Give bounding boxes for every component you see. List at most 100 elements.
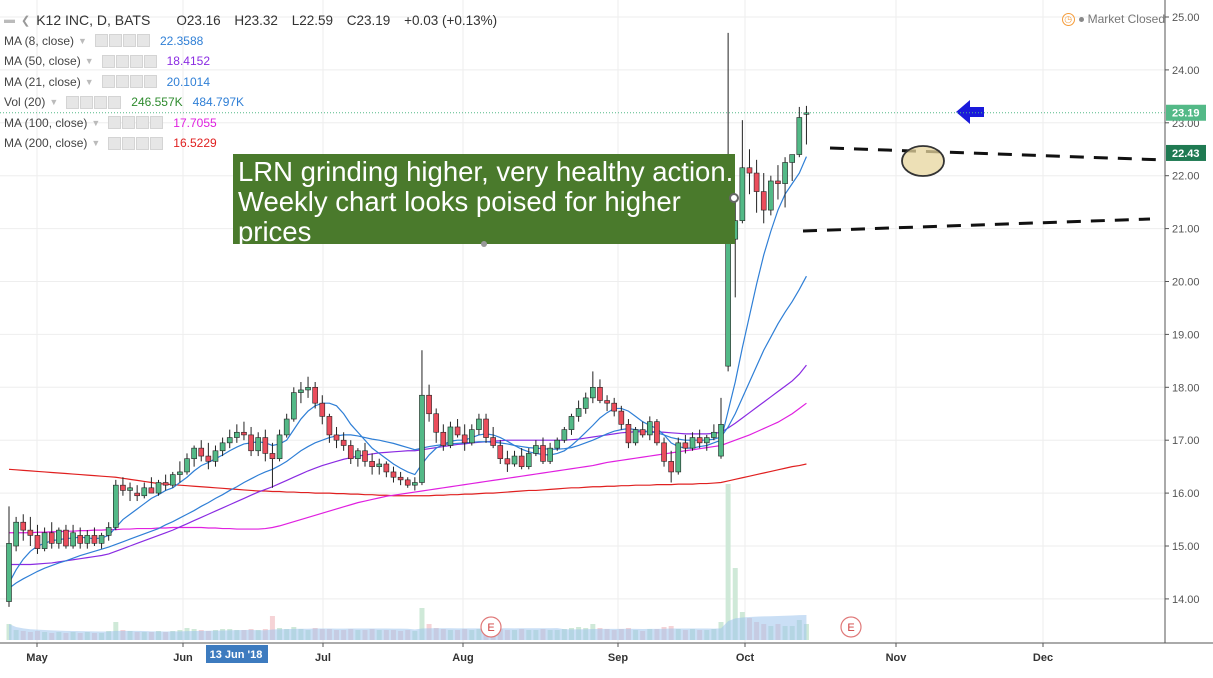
collapse-icon[interactable]: ▬ bbox=[4, 14, 15, 27]
indicator-row[interactable]: MA (100, close) ▼ 17.7055 bbox=[4, 113, 507, 134]
annotation-text: LRN grinding higher, very healthy action… bbox=[238, 156, 734, 247]
annotation-anchor-handle[interactable] bbox=[481, 241, 487, 247]
candle-body bbox=[177, 471, 183, 475]
indicator-row[interactable]: MA (21, close) ▼ 20.1014 bbox=[4, 72, 507, 93]
candle-body bbox=[661, 442, 667, 462]
high-value: H23.32 bbox=[234, 12, 278, 28]
candle-body bbox=[6, 543, 12, 602]
change-value: +0.03 (+0.13%) bbox=[404, 12, 498, 28]
candle-body bbox=[326, 416, 333, 436]
chart-legend: ▬ ❮ K12 INC, D, BATS O23.16 H23.32 L22.5… bbox=[4, 10, 507, 154]
candle-body bbox=[412, 482, 418, 486]
chevron-down-icon[interactable]: ▼ bbox=[91, 117, 101, 128]
eye-icon[interactable] bbox=[66, 95, 80, 109]
chevron-down-icon[interactable]: ▼ bbox=[84, 56, 94, 67]
close-icon[interactable] bbox=[150, 116, 164, 130]
candle-body bbox=[497, 445, 504, 460]
candle-body bbox=[746, 167, 753, 174]
time-axis: May Jun 13 Jun '18 Jul Aug Sep Oct Nov Dec bbox=[0, 642, 1213, 664]
chevron-down-icon[interactable]: ▼ bbox=[78, 35, 87, 46]
indicator-list: MA (8, close) ▼ 22.3588 MA (50, close) ▼ 18.4… bbox=[4, 31, 507, 154]
eye-icon[interactable] bbox=[94, 34, 108, 48]
gear-icon[interactable] bbox=[108, 34, 122, 48]
price-axis: 25.00 24.00 23.00 22.00 21.00 20.00 19.00 18.00… bbox=[0, 0, 1206, 643]
candle-body bbox=[575, 408, 582, 417]
plus-icon[interactable] bbox=[129, 54, 143, 68]
volume-bar bbox=[269, 616, 275, 640]
indicator-row[interactable]: Vol (20) ▼ 246.557K 484.797K bbox=[4, 92, 507, 113]
candle-body bbox=[234, 431, 240, 438]
eye-icon[interactable] bbox=[108, 116, 122, 130]
candle-body bbox=[760, 191, 767, 211]
close-icon[interactable] bbox=[143, 54, 157, 68]
candle-body bbox=[768, 180, 774, 211]
plus-icon[interactable] bbox=[136, 136, 150, 150]
plus-icon[interactable] bbox=[122, 34, 136, 48]
plus-icon[interactable] bbox=[94, 95, 108, 109]
plus-icon[interactable] bbox=[129, 75, 143, 89]
indicator-name: Vol (20) bbox=[4, 95, 46, 110]
candle-body bbox=[718, 424, 724, 457]
candle-body bbox=[561, 429, 568, 441]
candle-body bbox=[355, 450, 361, 460]
candle-body bbox=[283, 418, 290, 436]
earnings-label: E bbox=[847, 622, 854, 634]
candle-body bbox=[611, 402, 618, 412]
indicator-row[interactable]: MA (8, close) ▼ 22.3588 bbox=[4, 31, 507, 52]
close-icon[interactable] bbox=[150, 136, 164, 150]
annotation-box[interactable]: LRN grinding higher, very healthy action… bbox=[233, 154, 735, 247]
close-icon[interactable] bbox=[136, 34, 150, 48]
candle-body bbox=[162, 482, 169, 486]
lower-trend-line bbox=[802, 217, 1151, 233]
candle-body bbox=[362, 450, 368, 462]
gear-icon[interactable] bbox=[122, 136, 136, 150]
indicator-value: 20.1014 bbox=[166, 74, 211, 89]
candle-body bbox=[63, 529, 69, 547]
indicator-controls bbox=[101, 75, 157, 89]
close-value: C23.19 bbox=[346, 12, 391, 28]
indicator-controls bbox=[94, 34, 150, 48]
indicator-row[interactable]: MA (200, close) ▼ 16.5229 bbox=[4, 133, 507, 154]
annotation-resize-handle[interactable] bbox=[729, 193, 739, 203]
candle-body bbox=[369, 461, 375, 467]
close-icon[interactable] bbox=[143, 75, 157, 89]
eye-icon[interactable] bbox=[108, 136, 122, 150]
candle-body bbox=[668, 461, 674, 473]
gear-icon[interactable] bbox=[115, 54, 129, 68]
candle-body bbox=[255, 437, 261, 452]
candle-body bbox=[56, 529, 62, 544]
back-icon[interactable]: ❮ bbox=[21, 14, 31, 27]
plus-icon[interactable] bbox=[136, 116, 150, 130]
candle-body bbox=[711, 431, 717, 438]
candle-body bbox=[639, 429, 646, 436]
candle-body bbox=[404, 479, 411, 486]
candle-body bbox=[312, 386, 318, 404]
chevron-down-icon[interactable]: ▼ bbox=[91, 138, 101, 149]
y-tick-label: 17.00 bbox=[1172, 435, 1200, 447]
indicator-row[interactable]: MA (50, close) ▼ 18.4152 bbox=[4, 51, 507, 72]
highlight-ellipse bbox=[901, 145, 945, 177]
candle-body bbox=[70, 532, 76, 547]
eye-icon[interactable] bbox=[101, 75, 115, 89]
y-tick-label: 18.00 bbox=[1172, 382, 1200, 394]
price-label-box bbox=[1166, 144, 1206, 161]
eye-icon[interactable] bbox=[101, 54, 115, 68]
indicator-value-2: 484.797K bbox=[192, 95, 245, 110]
gear-icon[interactable] bbox=[80, 95, 94, 109]
indicator-name: MA (100, close) bbox=[4, 115, 88, 130]
candle-body bbox=[91, 535, 98, 544]
gear-icon[interactable] bbox=[122, 116, 136, 130]
chevron-down-icon[interactable]: ▼ bbox=[84, 76, 94, 87]
candle-body bbox=[461, 434, 468, 444]
y-tick-label: 23.00 bbox=[1172, 118, 1200, 130]
candle-body bbox=[205, 455, 212, 462]
close-icon[interactable] bbox=[108, 95, 122, 109]
chevron-down-icon[interactable]: ▼ bbox=[49, 97, 59, 108]
candle-body bbox=[618, 410, 625, 425]
indicator-controls bbox=[66, 95, 122, 109]
candle-body bbox=[632, 429, 639, 444]
candle-body bbox=[447, 426, 454, 446]
gear-icon[interactable] bbox=[115, 75, 129, 89]
candle-body bbox=[127, 487, 133, 491]
